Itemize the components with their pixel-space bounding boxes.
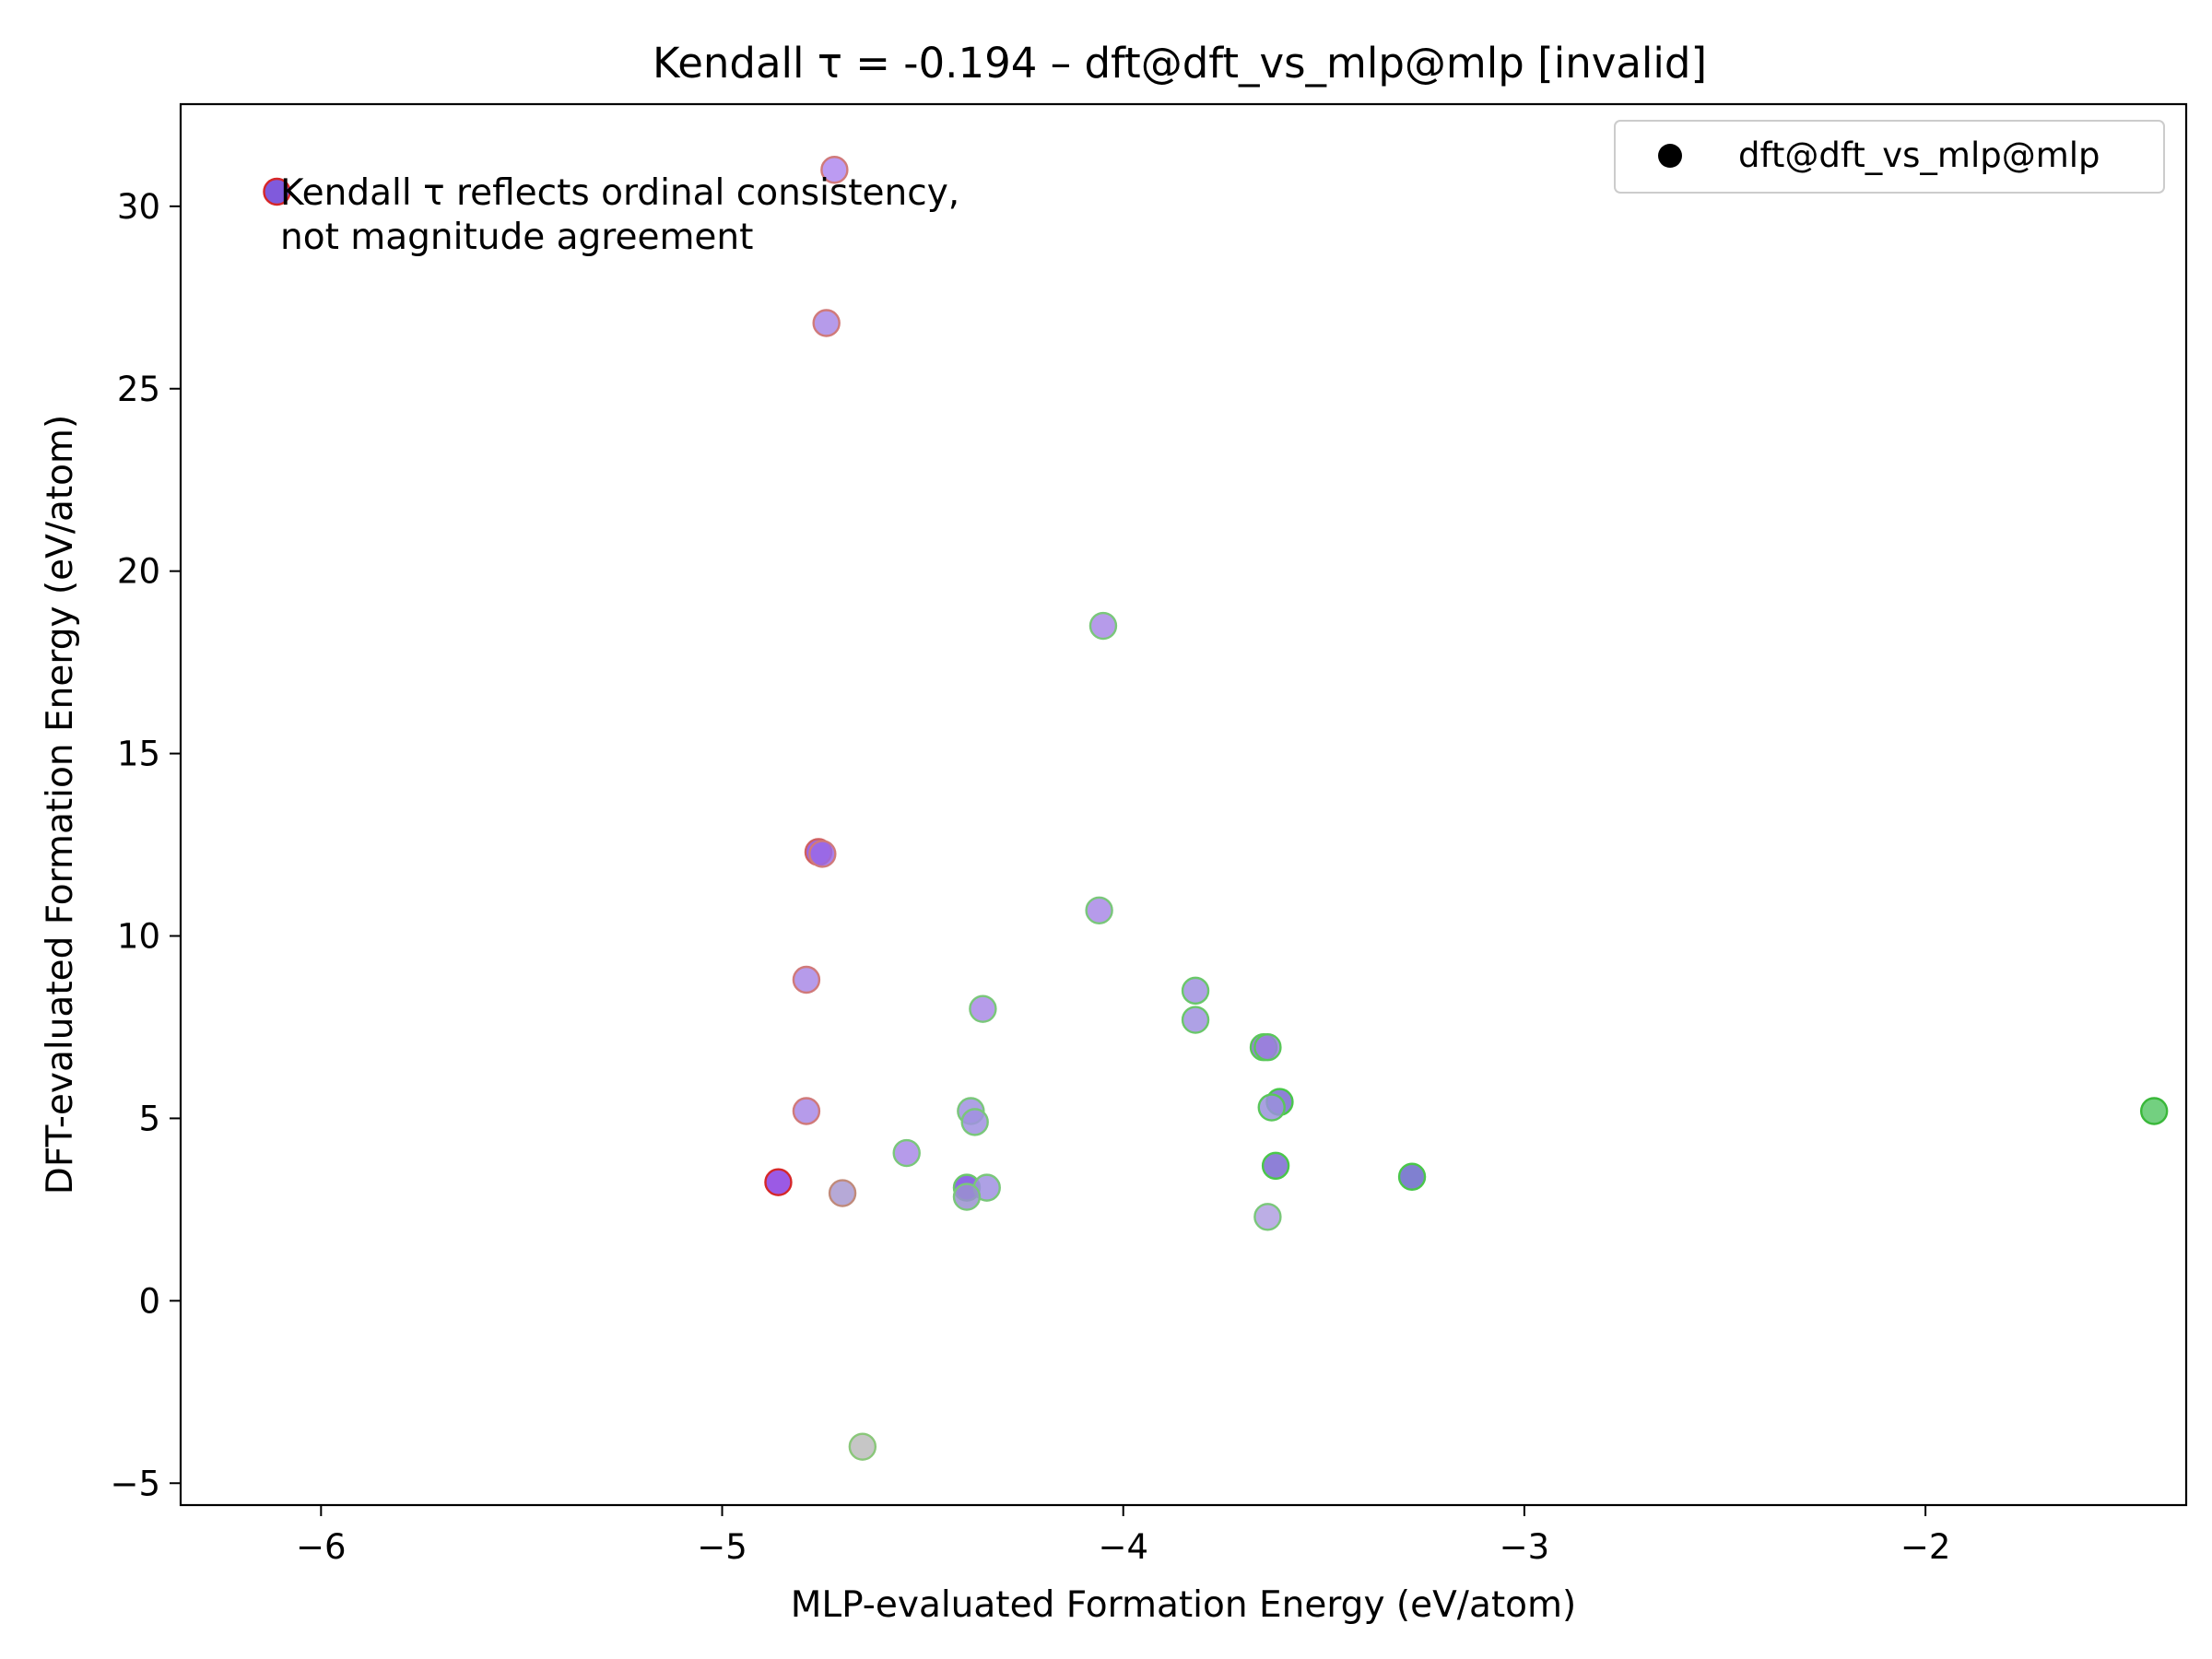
legend-label: dft@dft_vs_mlp@mlp [1738, 135, 2100, 175]
data-point [1088, 611, 1118, 641]
y-tick-label: 5 [138, 1099, 160, 1138]
data-point [1181, 976, 1210, 1006]
x-tick-label: −5 [697, 1527, 747, 1567]
x-axis: −6 −5 −4 −3 −2 [296, 1505, 1950, 1567]
annotation-line-1: Kendall τ reflects ordinal consistency, [280, 172, 959, 214]
data-point [1181, 1006, 1210, 1034]
y-tick-label: 0 [138, 1281, 160, 1321]
data-point [263, 177, 291, 206]
data-point [764, 1168, 793, 1196]
legend-box [1614, 120, 2165, 194]
y-axis: −5 0 5 10 15 20 25 30 [110, 187, 181, 1503]
x-tick-label: −4 [1098, 1527, 1148, 1567]
data-point [1261, 1151, 1290, 1181]
data-point [892, 1138, 921, 1168]
x-tick-label: −6 [296, 1527, 347, 1567]
legend-marker [1658, 144, 1682, 168]
annotation-text: Kendall τ reflects ordinal consistency, … [280, 172, 971, 258]
data-point [2139, 1097, 2169, 1125]
data-point [1257, 1093, 1286, 1122]
annotation-line-2: not magnitude agreement [280, 217, 753, 258]
data-point [812, 309, 841, 337]
y-tick-label: 15 [117, 735, 160, 774]
chart-title: Kendall τ = -0.194 – dft@dft_vs_mlp@mlp … [653, 39, 1707, 88]
data-point [848, 1432, 877, 1461]
y-tick-label: −5 [110, 1464, 160, 1503]
x-axis-label: MLP-evaluated Formation Energy (eV/atom) [791, 1584, 1576, 1626]
data-point [1253, 1203, 1282, 1231]
data-point [969, 994, 997, 1023]
data-point [1085, 896, 1113, 924]
data-point [828, 1179, 857, 1207]
legend: dft@dft_vs_mlp@mlp [1614, 120, 2165, 194]
plot-area [179, 102, 2188, 1507]
x-tick-label: −3 [1500, 1527, 1550, 1567]
data-point [1253, 1033, 1282, 1062]
y-tick-label: 25 [117, 370, 160, 409]
data-point [792, 1097, 821, 1125]
y-axis-label: DFT-evaluated Formation Energy (eV/atom) [40, 415, 81, 1194]
data-point [1397, 1162, 1427, 1191]
y-tick-label: 30 [117, 187, 160, 227]
data-point [952, 1182, 982, 1211]
x-tick-label: −2 [1900, 1527, 1951, 1567]
data-point [960, 1108, 989, 1136]
data-point [808, 840, 837, 868]
y-tick-label: 10 [117, 917, 160, 957]
points-layer [263, 156, 2169, 1461]
y-tick-label: 20 [117, 552, 160, 592]
data-point [792, 965, 821, 994]
data-point [820, 156, 849, 184]
